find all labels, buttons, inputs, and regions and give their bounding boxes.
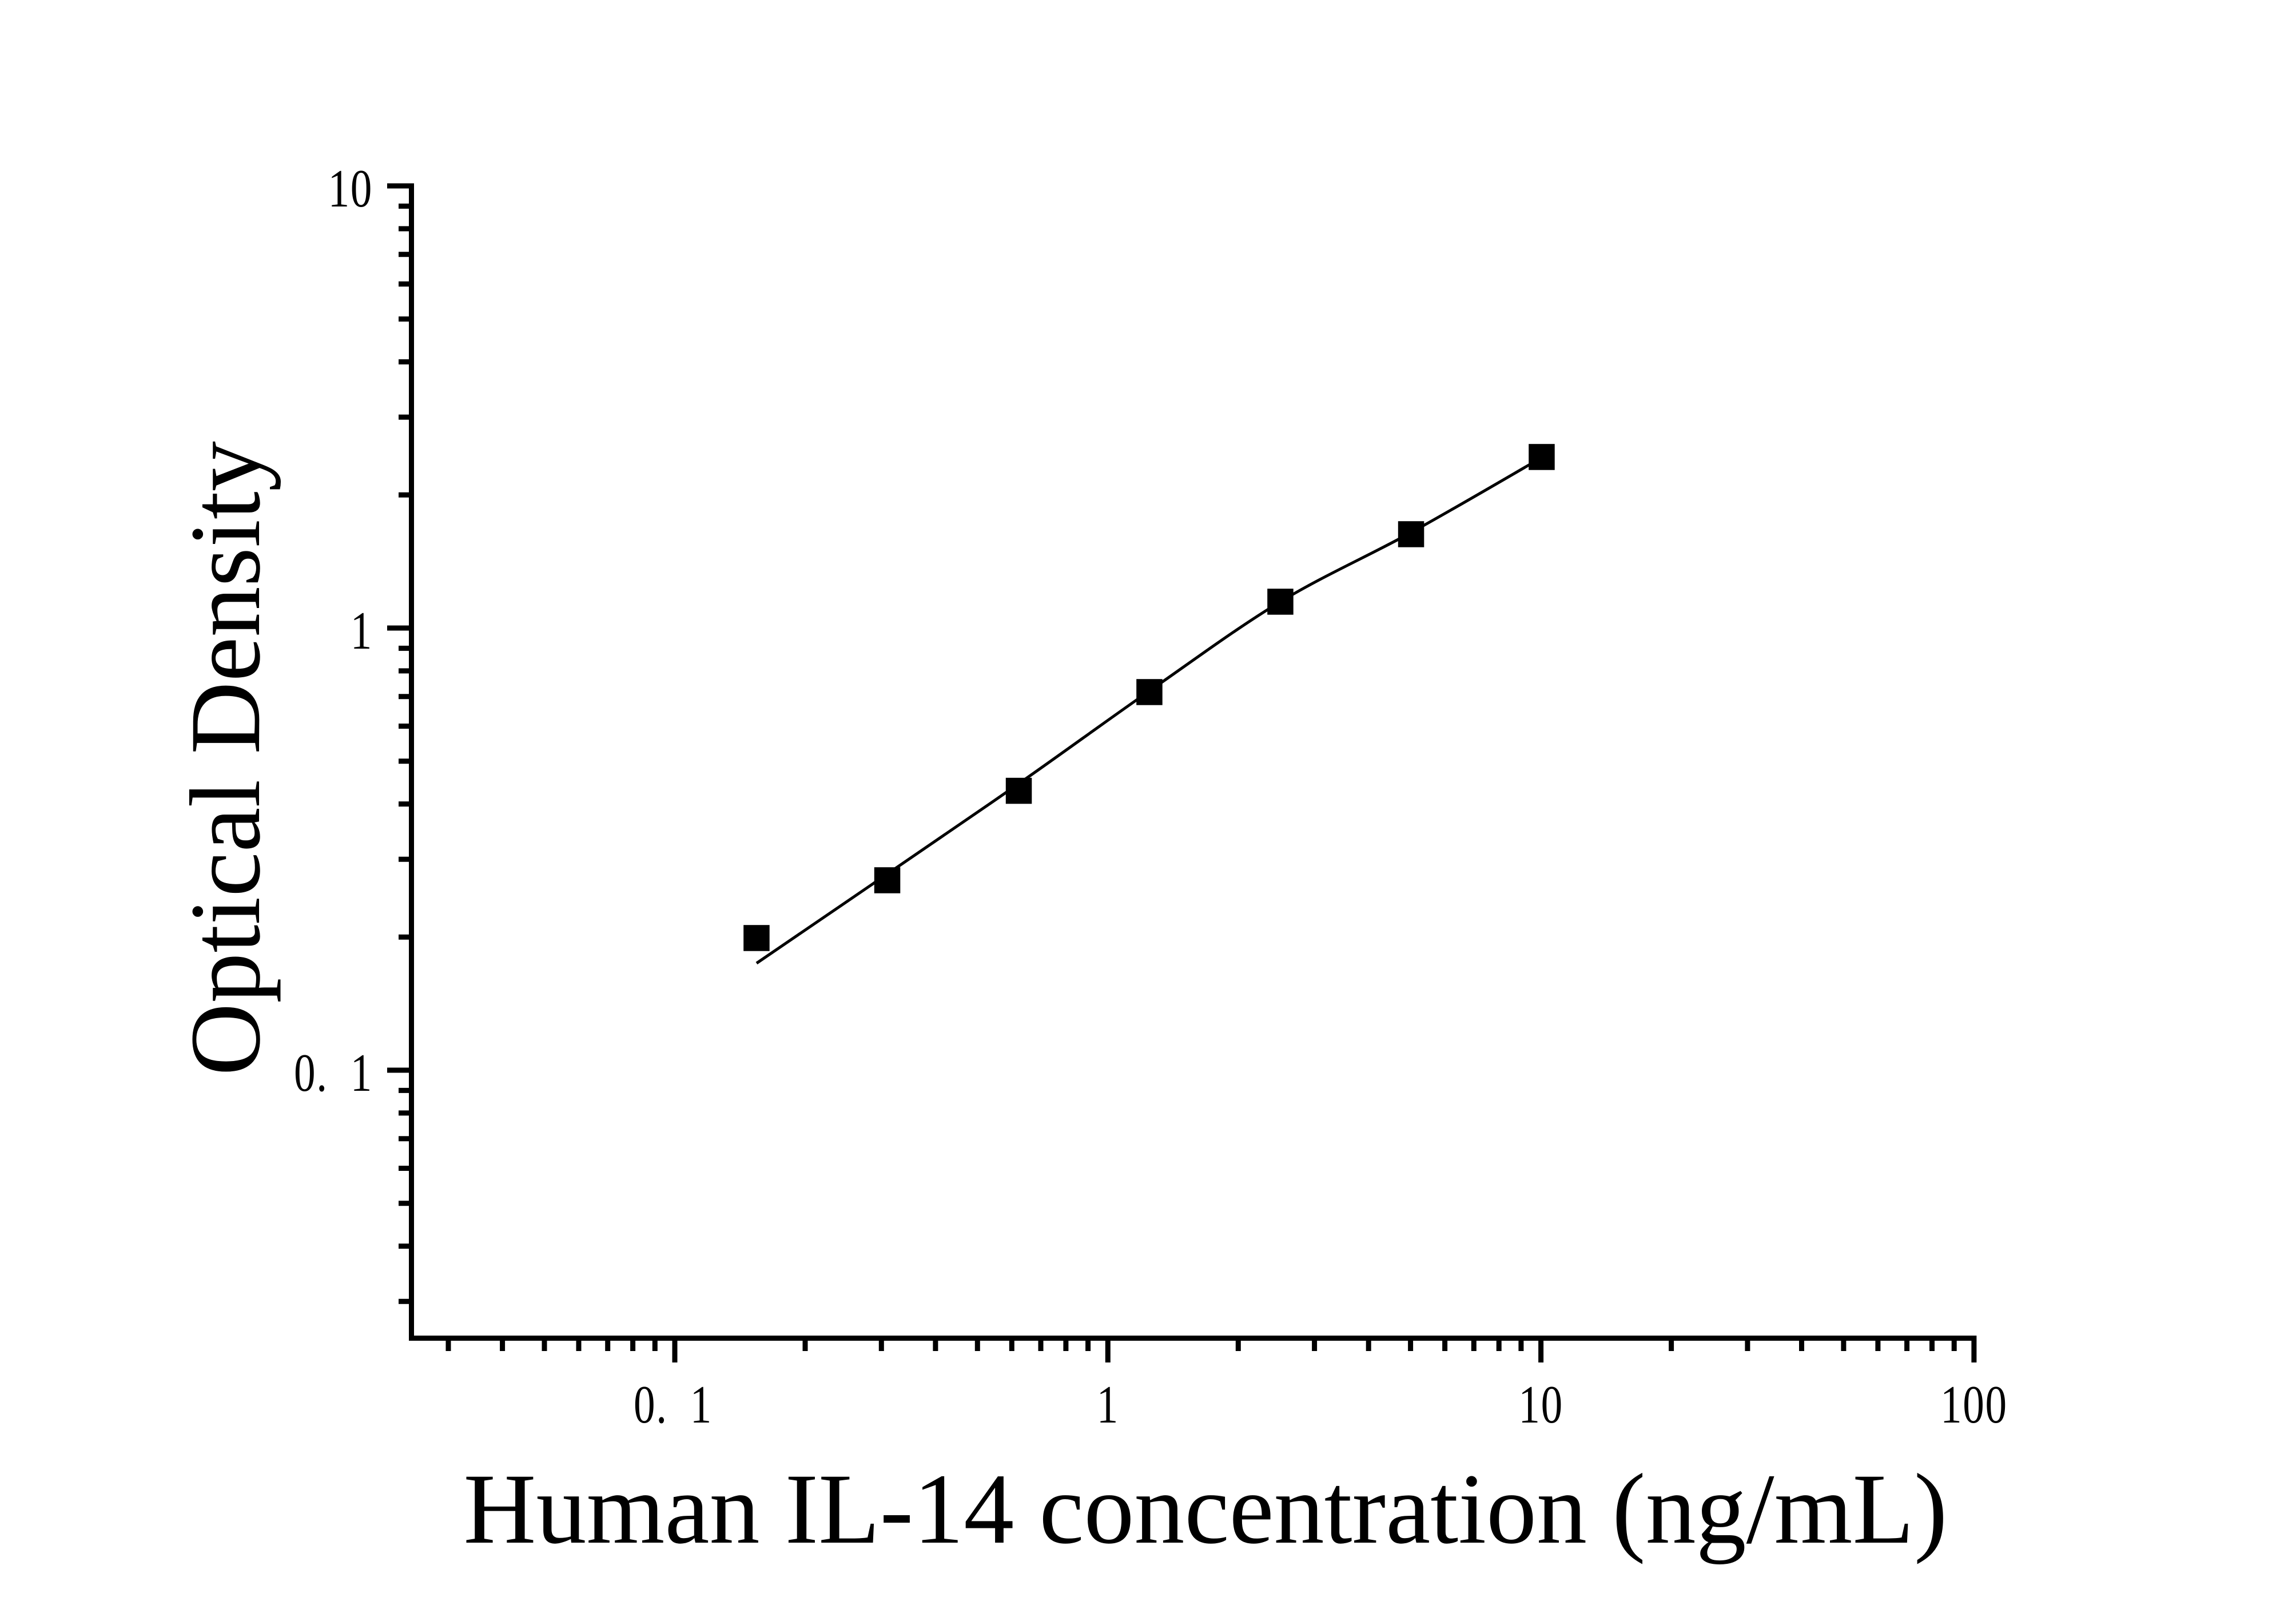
svg-text:Human IL-14 concentration (ng/: Human IL-14 concentration (ng/mL) <box>463 1453 1947 1565</box>
svg-text:0. 1: 0. 1 <box>634 1375 713 1435</box>
svg-text:10: 10 <box>328 159 373 218</box>
svg-text:0. 1: 0. 1 <box>294 1043 373 1103</box>
svg-text:100: 100 <box>1940 1375 2008 1435</box>
svg-text:1: 1 <box>1097 1375 1119 1435</box>
svg-text:1: 1 <box>351 601 373 661</box>
svg-text:Optical Density: Optical Density <box>170 441 281 1076</box>
svg-text:10: 10 <box>1518 1375 1563 1435</box>
